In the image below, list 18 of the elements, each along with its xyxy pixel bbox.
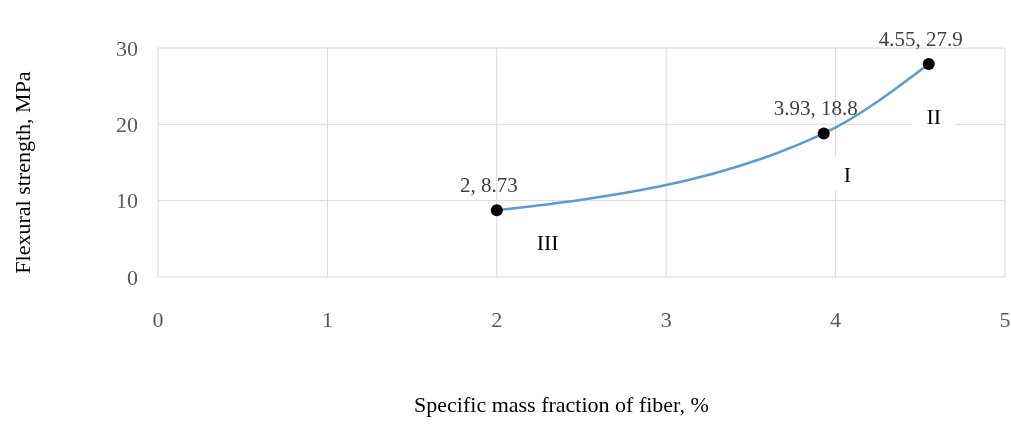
annotation: II — [926, 104, 942, 130]
x-tick-label: 3 — [660, 307, 672, 332]
x-tick-label: 2 — [491, 307, 503, 332]
x-tick-label: 1 — [321, 307, 333, 332]
y-tick-label: 30 — [116, 35, 138, 61]
y-axis-title: Flexural strength, MPa — [10, 71, 35, 274]
x-tick-label: 5 — [999, 307, 1011, 332]
x-tick-label: 4 — [830, 307, 842, 332]
x-axis-title: Specific mass fraction of fiber, % — [414, 392, 709, 417]
y-tick-label: 0 — [127, 264, 138, 290]
x-tick-label: 0 — [152, 307, 164, 332]
data-label: 2, 8.73 — [459, 173, 518, 198]
data-label: 3.93, 18.8 — [773, 96, 858, 121]
y-tick-label: 20 — [116, 112, 138, 138]
annotation: III — [536, 230, 559, 256]
data-label: 4.55, 27.9 — [878, 27, 963, 52]
y-tick-label: 10 — [116, 188, 138, 214]
annotation: I — [843, 162, 852, 188]
